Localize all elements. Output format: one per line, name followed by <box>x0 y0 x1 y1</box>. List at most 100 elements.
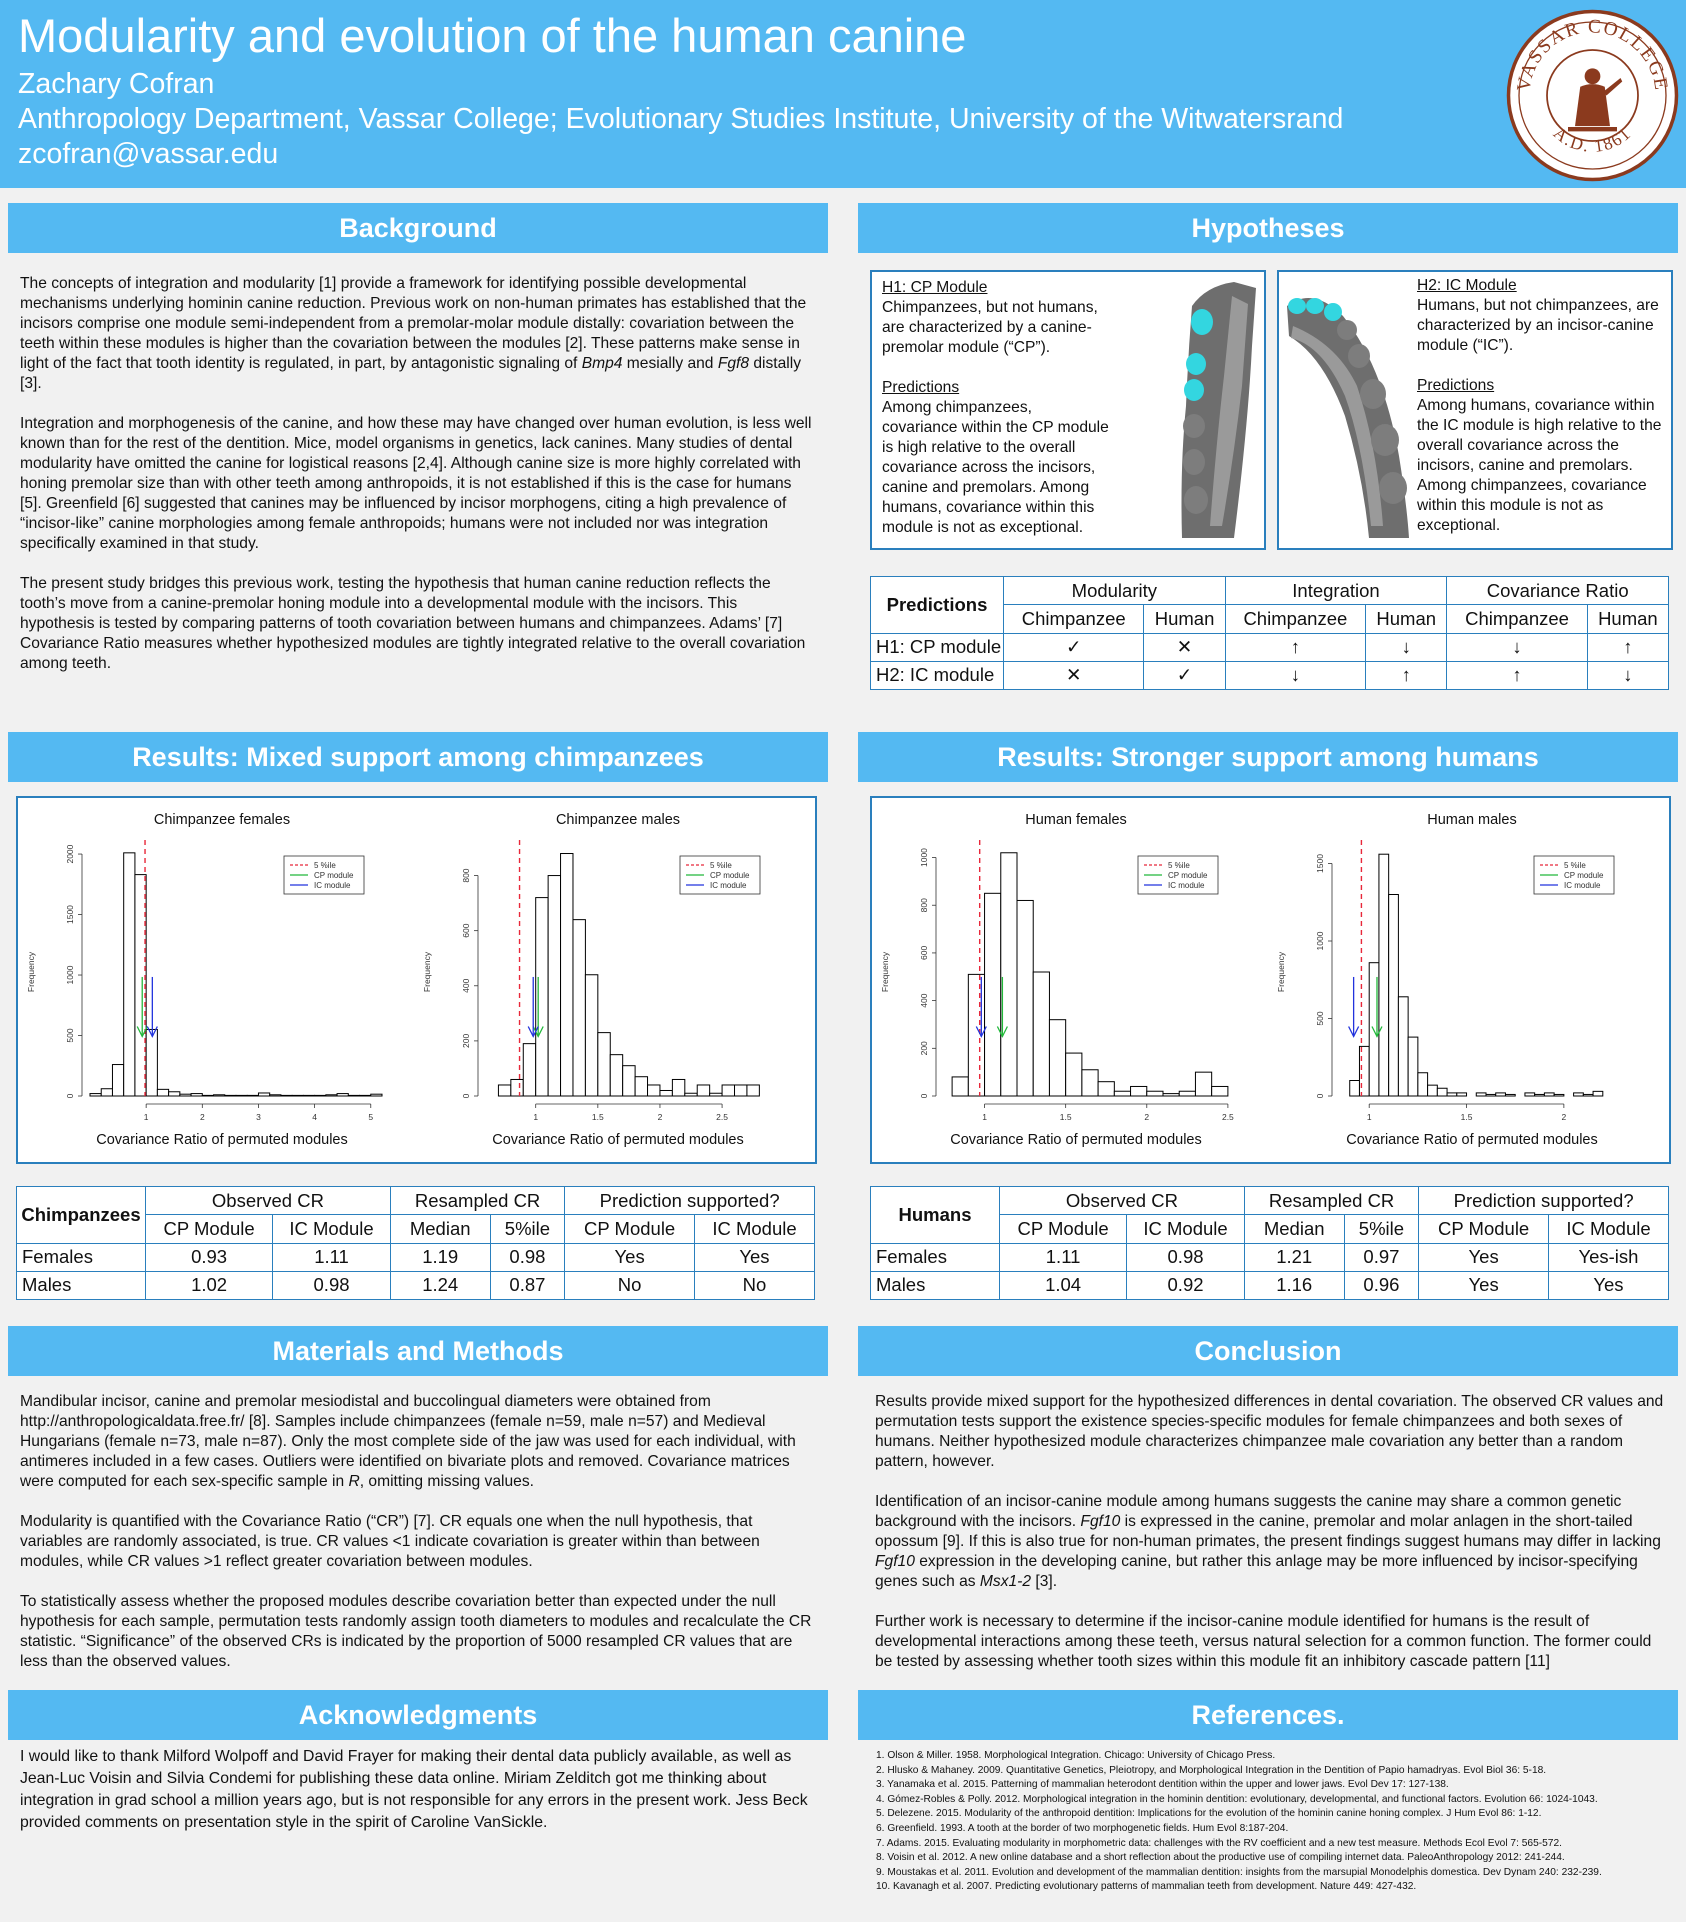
software-r: R <box>348 1473 360 1490</box>
legend-label: 5 %ile <box>314 861 336 870</box>
author-name: Zachary Cofran <box>18 68 215 100</box>
table-subheader: Chimpanzee <box>1002 604 1145 634</box>
table-cell: 1.11 <box>272 1242 391 1272</box>
reference-item: 2. Hlusko & Mahaney. 2009. Quantitative … <box>876 1764 1547 1776</box>
poster-title: Modularity and evolution of the human ca… <box>18 9 967 62</box>
predictions-table-wrap: Predictions Modularity Integration Covar… <box>870 575 1670 691</box>
table-cell: 0.98 <box>489 1242 566 1272</box>
histogram-bar <box>1016 899 1034 1097</box>
y-axis-label: Frequency <box>880 951 890 992</box>
x-tick-label: 1.5 <box>1060 1112 1072 1122</box>
results-human-heading: Results: Stronger support among humans <box>858 732 1678 782</box>
cp-observed-arrow-head <box>996 1026 1008 1038</box>
row-label: Males <box>16 1270 146 1301</box>
table-cell: 1.02 <box>144 1270 274 1301</box>
histogram-bar <box>634 1076 649 1097</box>
histogram-bar <box>1146 1090 1164 1097</box>
histogram-bar <box>560 853 574 1097</box>
y-axis-label: Frequency <box>422 951 432 992</box>
row-label: H2: IC module <box>870 660 1004 691</box>
histogram-bar <box>1081 1069 1099 1097</box>
y-tick-label: 1000 <box>1315 931 1325 950</box>
h1-predictions-title: Predictions <box>882 379 960 396</box>
histogram-bar <box>746 1084 760 1097</box>
h2-text: Humans, but not chimpanzees, are charact… <box>1417 297 1659 354</box>
h1-box: H1: CP Module Chimpanzees, but not human… <box>870 270 1266 550</box>
h2-predictions-text: Among humans, covariance within the IC m… <box>1417 397 1662 534</box>
histogram-bar <box>123 852 136 1097</box>
table-row: Males 1.02 0.98 1.24 0.87 No No <box>16 1270 816 1301</box>
x-tick-label: 1 <box>533 1112 538 1122</box>
table-group-header: Covariance Ratio <box>1446 575 1669 606</box>
y-tick-label: 0 <box>461 1093 471 1098</box>
histogram-bar <box>111 1064 125 1097</box>
histogram-bar <box>951 1076 969 1097</box>
y-tick-label: 800 <box>461 868 471 882</box>
references-heading: References. <box>858 1690 1678 1740</box>
table-cell: ✓ <box>1143 660 1226 691</box>
histogram-bar <box>497 1084 512 1097</box>
gene-bmp4: Bmp4 <box>581 355 623 372</box>
histogram-bar <box>302 1094 316 1097</box>
histogram-bar <box>89 1093 102 1097</box>
author-affiliation: Anthropology Department, Vassar College;… <box>18 103 1344 135</box>
ic-observed-arrow-head <box>975 1026 987 1038</box>
histogram-bar <box>1543 1092 1555 1097</box>
histogram-bar <box>1349 1080 1360 1097</box>
table-subheader: IC Module <box>1126 1214 1245 1244</box>
table-cell: 0.98 <box>272 1270 391 1301</box>
table-cell: ↓ <box>1224 660 1367 691</box>
histogram-bar <box>370 1093 383 1097</box>
x-tick-label: 2 <box>1561 1112 1566 1122</box>
chart-title: Chimpanzee females <box>154 812 290 828</box>
cp-observed-arrow-head <box>136 1026 148 1038</box>
reference-item: 7. Adams. 2015. Evaluating modularity in… <box>876 1837 1562 1849</box>
x-tick-label: 1.5 <box>592 1112 604 1122</box>
table-cell: 1.16 <box>1243 1270 1345 1301</box>
table-subheader: Human <box>1143 604 1226 634</box>
background-heading: Background <box>8 203 828 253</box>
histogram-bar <box>1194 1071 1213 1097</box>
chart-title: Human females <box>1025 812 1127 828</box>
table-cell: ↑ <box>1365 660 1448 691</box>
histogram-bar <box>1407 1036 1419 1097</box>
table-subheader: 5%ile <box>1343 1214 1420 1244</box>
reference-item: 3. Yanamaka et al. 2015. Patterning of m… <box>876 1779 1449 1791</box>
cp-observed-arrow-head <box>1371 1026 1383 1038</box>
table-row: Females 0.93 1.11 1.19 0.98 Yes Yes <box>16 1242 816 1272</box>
histogram-bar <box>1000 852 1018 1097</box>
table-cell: Yes <box>564 1242 695 1272</box>
legend-label: CP module <box>710 871 750 880</box>
histogram-bar <box>984 892 1002 1097</box>
table-row: Males 1.04 0.92 1.16 0.96 Yes Yes <box>870 1270 1670 1301</box>
chimpanzee-mandible-image <box>1181 282 1256 538</box>
reference-item: 1. Olson & Miller. 1958. Morphological I… <box>876 1750 1276 1761</box>
cp-observed-arrow-head <box>532 1026 544 1038</box>
histogram-bar <box>156 1088 170 1097</box>
histogram-bar <box>1475 1092 1487 1097</box>
table-cell: Yes <box>1418 1242 1549 1272</box>
histogram-bar <box>1048 1019 1067 1097</box>
histogram-bar <box>213 1094 226 1097</box>
histogram-bar <box>721 1084 736 1097</box>
table-subheader: CP Module <box>564 1214 695 1244</box>
table-cell: No <box>564 1270 695 1301</box>
conclusion-paragraph-1: Results provide mixed support for the hy… <box>875 1393 1664 1470</box>
histogram-bar <box>359 1094 372 1097</box>
histogram-bar <box>1130 1085 1148 1097</box>
table-group-header: Resampled CR <box>389 1185 566 1216</box>
conclusion-paragraph-2: Identification of an incisor-canine modu… <box>875 1493 1661 1590</box>
human-charts-box: Human females 1 1.5 2 2.5 0 200 400 600 800 1000 Fr… <box>870 796 1671 1164</box>
legend-label: IC module <box>1564 881 1601 890</box>
reference-item: 9. Moustakas et al. 2011. Evolution and … <box>876 1866 1602 1878</box>
ic-observed-arrow-head <box>527 1026 539 1038</box>
histogram-bar <box>709 1092 723 1097</box>
table-cell: No <box>693 1270 816 1301</box>
histogram-bar <box>235 1094 248 1097</box>
histogram-bar <box>1495 1092 1506 1097</box>
histogram-bar <box>1456 1092 1468 1097</box>
vassar-seal-logo: VASSAR COLLEGE A.D. 1861 <box>1506 9 1679 182</box>
h1-text: Chimpanzees, but not humans, are charact… <box>882 299 1098 356</box>
x-axis-label: Covariance Ratio of permuted modules <box>492 1132 743 1148</box>
chart-title: Chimpanzee males <box>556 812 680 828</box>
